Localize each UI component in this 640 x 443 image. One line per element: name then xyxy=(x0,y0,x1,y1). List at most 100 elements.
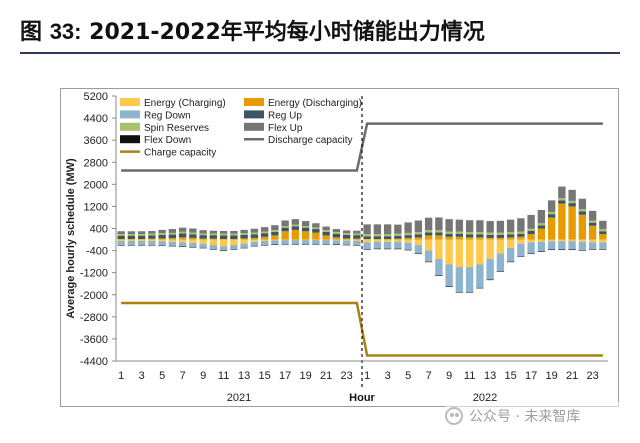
bar-segment xyxy=(322,244,330,245)
bar-segment xyxy=(414,220,423,233)
y-tick-label: -2800 xyxy=(80,312,108,324)
title-rule xyxy=(20,52,620,54)
bar-segment xyxy=(230,230,238,234)
bar-segment xyxy=(465,267,474,292)
bar-segment xyxy=(281,244,289,245)
bar-segment xyxy=(219,246,228,251)
bar-segment xyxy=(168,239,177,242)
bar-segment xyxy=(312,244,320,245)
bar-segment xyxy=(260,231,269,234)
bar-segment xyxy=(476,264,484,288)
bar-segment xyxy=(496,234,505,238)
bar-segment xyxy=(363,238,371,240)
bar-segment xyxy=(271,230,279,232)
bar-segment xyxy=(547,214,556,218)
bar-segment xyxy=(517,231,525,234)
bar-segment xyxy=(383,248,392,250)
bar-segment xyxy=(168,229,177,233)
bar-segment xyxy=(568,189,576,201)
bar-segment xyxy=(547,239,556,242)
bar-segment xyxy=(547,241,556,250)
bar-segment xyxy=(301,227,310,232)
legend-label: Spin Reserves xyxy=(144,123,209,134)
bar-segment xyxy=(240,247,248,249)
y-tick-label: -2000 xyxy=(80,290,108,302)
bar-segment xyxy=(537,223,546,226)
bar-segment xyxy=(578,241,587,251)
bar-segment xyxy=(363,224,371,235)
bar-segment xyxy=(476,234,484,238)
bar-segment xyxy=(455,267,464,292)
bar-segment xyxy=(332,232,341,234)
bar-segment xyxy=(496,220,505,233)
bar-segment xyxy=(578,239,587,242)
bar-segment xyxy=(178,237,187,240)
bar-segment xyxy=(465,232,474,235)
bar-segment xyxy=(312,229,320,233)
bar-segment xyxy=(260,236,269,240)
bar-segment xyxy=(445,239,453,265)
bar-segment xyxy=(219,239,228,247)
bar-segment xyxy=(260,227,269,232)
bar-segment xyxy=(189,242,197,247)
bar-segment xyxy=(404,232,412,236)
bar-segment xyxy=(240,233,248,235)
bar-segment xyxy=(599,242,607,250)
bar-segment xyxy=(209,233,218,236)
bar-segment xyxy=(148,240,156,246)
x-tick-label: 21 xyxy=(566,370,578,382)
y-tick-label: -4400 xyxy=(80,356,108,368)
bar-segment xyxy=(291,224,300,227)
bar-segment xyxy=(127,238,136,240)
bar-segment xyxy=(404,239,412,243)
bar-segment xyxy=(209,230,218,234)
bar-segment xyxy=(189,239,197,243)
bar-segment xyxy=(353,245,361,246)
bar-segment xyxy=(281,239,289,241)
legend-label: Flex Down xyxy=(144,135,191,146)
bar-segment xyxy=(301,221,310,227)
bar-segment xyxy=(291,229,300,240)
bar-segment xyxy=(342,244,351,246)
legend-swatch xyxy=(120,122,140,131)
bar-segment xyxy=(568,241,576,250)
bar-segment xyxy=(537,225,546,229)
bar-segment xyxy=(158,229,166,234)
bar-segment xyxy=(394,239,402,242)
legend-swatch xyxy=(120,110,140,119)
bar-segment xyxy=(383,236,392,239)
bar-segment xyxy=(476,232,484,235)
bar-segment xyxy=(373,241,382,249)
bar-segment xyxy=(137,238,146,240)
bar-segment xyxy=(158,233,166,235)
bar-segment xyxy=(517,239,525,244)
bar-segment xyxy=(517,236,525,240)
bar-segment xyxy=(373,224,382,235)
bar-segment xyxy=(414,237,423,240)
bar-segment xyxy=(465,220,474,233)
bar-segment xyxy=(178,231,187,234)
bar-segment xyxy=(383,234,392,237)
bar-segment xyxy=(353,230,361,234)
bar-segment xyxy=(465,237,474,240)
figure-title: 图 33: 2021-2022年平均每小时储能出力情况 xyxy=(20,14,620,46)
bar-segment xyxy=(168,232,177,235)
bar-segment xyxy=(322,226,330,231)
bar-segment xyxy=(230,233,238,236)
bar-segment xyxy=(301,226,310,228)
bar-segment xyxy=(209,245,218,250)
y-tick-label: -3600 xyxy=(80,334,108,346)
bar-segment xyxy=(301,231,310,240)
bar-segment xyxy=(219,235,228,239)
bar-segment xyxy=(117,239,125,241)
bar-segment xyxy=(383,239,392,242)
y-tick-label: -400 xyxy=(86,246,108,258)
bar-segment xyxy=(209,235,218,239)
bar-segment xyxy=(291,244,300,245)
bar-segment xyxy=(332,233,341,238)
bar-segment xyxy=(158,239,166,242)
bar-segment xyxy=(578,198,587,210)
bar-segment xyxy=(404,242,412,250)
bar-segment xyxy=(281,227,289,232)
bar-segment xyxy=(537,241,546,252)
